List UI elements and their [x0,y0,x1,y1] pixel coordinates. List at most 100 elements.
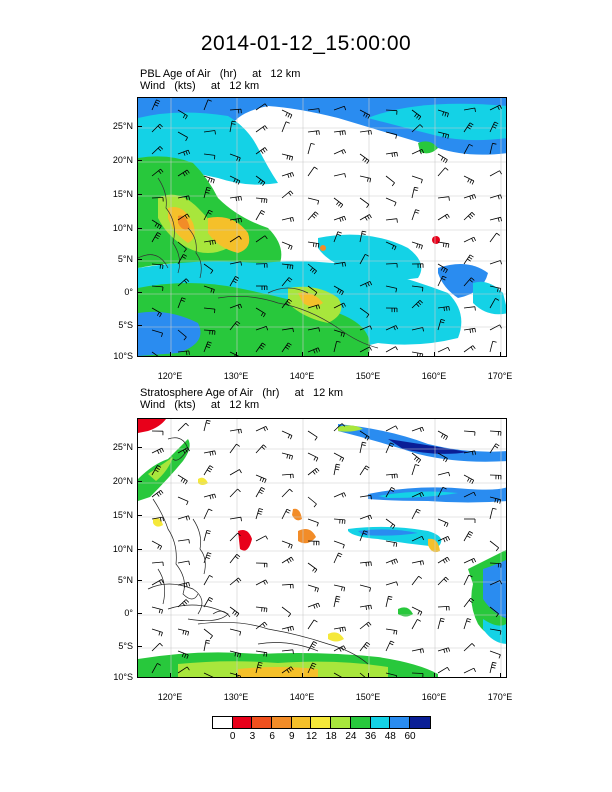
wind-barb [177,560,189,564]
wind-barb [281,342,289,353]
wind-barb-flag [182,630,185,635]
wind-barb-flag [499,288,502,293]
wind-barb [411,187,415,199]
wind-barb [255,342,263,353]
wind-barb-flag [264,147,268,151]
wind-barb-flag [500,194,503,199]
wind-barb-flag [235,197,237,202]
wind-barb [281,540,293,546]
wind-barb-flag [393,326,396,331]
wind-barb-flag [497,217,500,222]
wind-barb-flag [343,302,346,307]
wind-barb-flag [211,451,214,456]
wind-barb-flag [500,260,503,265]
wind-barb-flag [214,240,216,245]
wind-barb-flag [318,108,320,113]
pbl-lat-tick-mark [137,259,142,260]
wind-barb-flag [313,604,316,609]
wind-barb [307,467,317,476]
colorbar-swatch [272,717,292,728]
wind-barb-flag [259,477,262,482]
wind-barb [229,488,238,498]
wind-barb-flag [471,643,475,647]
wind-barb [177,628,189,632]
wind-barb [151,579,162,586]
wind-barb-flag [419,561,422,566]
wind-barb [151,606,163,611]
wind-barb-flag [205,191,210,194]
wind-barb-flag [417,301,422,306]
wind-barb-flag [235,322,239,327]
wind-barb-flag [314,569,318,573]
wind-barb [255,579,266,586]
wind-barb [307,166,315,177]
wind-barb [359,307,370,315]
wind-barb [281,109,293,116]
pbl-lon-tick-mark [236,352,237,357]
wind-barb [385,325,397,331]
wind-barb-flag [260,489,264,492]
wind-barb [463,558,475,564]
wind-barb-flag [448,472,451,477]
wind-barb [151,219,162,227]
wind-barb-flag [258,661,263,664]
wind-barb-flag [395,134,398,139]
wind-barb-flag [336,233,341,236]
wind-barb-flag [370,605,372,610]
wind-barb-flag [338,647,342,652]
wind-barb-flag [240,196,242,201]
wind-barb-flag [312,643,316,647]
wind-barb [177,599,187,608]
wind-barb-flag [497,287,499,292]
wind-barb-flag [287,113,291,118]
wind-barb [255,307,266,315]
wind-barb-flag [394,202,397,207]
wind-barb [463,277,472,287]
colorbar-label: 24 [345,731,357,742]
wind-barb-flag [445,537,448,542]
wind-barb-flag [442,486,447,490]
wind-barb [203,597,210,608]
wind-barb-flag [499,104,502,109]
wind-barb-flag [290,556,294,561]
wind-barb-flag [395,288,398,293]
wind-barb-flag [239,303,243,308]
colorbar-swatch [252,717,273,728]
wind-barb [437,536,449,542]
wind-barb-flag [445,458,448,463]
wind-barb-flag [491,666,496,669]
wind-barb-flag [182,114,186,119]
wind-barb-flag [442,158,446,163]
wind-barb-flag [339,217,342,222]
wind-barb [151,263,164,266]
wind-barb-flag [288,455,291,460]
wind-barb [307,662,313,674]
wind-barb [229,606,240,614]
wind-barb-flag [188,560,190,566]
wind-barb [411,509,418,520]
wind-barb-flag [440,156,444,161]
wind-barb-flag [154,104,159,107]
wind-barb-flag [157,450,160,455]
wind-barb-flag [365,113,368,118]
wind-barb-flag [209,465,214,469]
strat-lon-tick-mark [236,673,237,678]
wind-barb-flag [262,182,266,186]
wind-barb-flag [338,552,343,555]
wind-barb [229,217,241,221]
wind-barb [385,596,389,608]
wind-barb-flag [335,598,340,600]
wind-barb [229,153,241,159]
wind-barb-flag [468,599,473,604]
wind-barb-flag [336,463,341,466]
wind-barb-flag [344,262,346,267]
wind-barb-flag [265,652,268,657]
wind-barb [489,606,499,615]
wind-barb-flag [159,580,162,585]
wind-barb-flag [289,114,293,119]
wind-barb-flag [419,493,422,498]
wind-barb-flag [364,158,368,163]
wind-barb-flag [185,516,188,521]
wind-barb-flag [418,244,421,249]
wind-barb-flag [285,302,290,306]
